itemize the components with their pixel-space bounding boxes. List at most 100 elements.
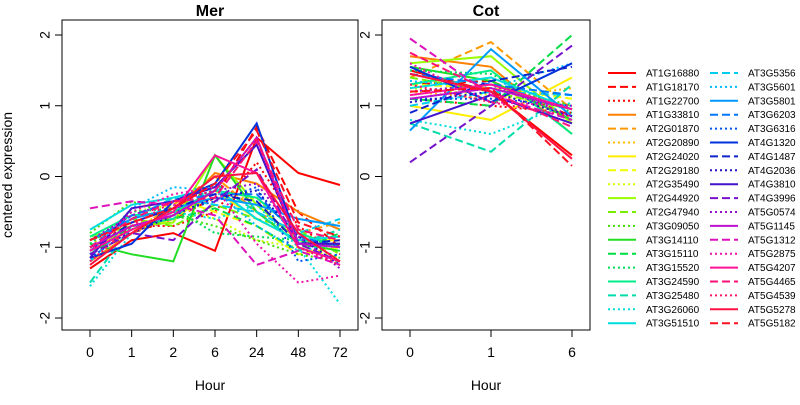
series-line-at4g1487: [409, 65, 573, 114]
series-line-at4g1320: [409, 62, 573, 104]
legend-label: AT2G47940: [646, 208, 700, 219]
x-axis-label: Hour: [195, 377, 226, 393]
series-line-at5g4465: [89, 139, 341, 249]
legend-label: AT3G15110: [646, 249, 699, 260]
legend-item: AT2G47940: [608, 208, 700, 219]
x-tick-label: 1: [487, 344, 495, 360]
legend-label: AT5G0574: [748, 208, 796, 219]
legend-item: AT2G24020: [608, 152, 700, 163]
legend-item: AT2G29180: [608, 166, 700, 177]
series-line-at5g5182: [89, 128, 341, 242]
legend-label: AT3G15520: [646, 263, 700, 274]
legend-label: AT3G09050: [646, 221, 700, 232]
series-line-at5g1145: [409, 87, 573, 111]
legend-label: AT2G24020: [646, 152, 700, 163]
x-axis-label: Hour: [471, 377, 502, 393]
legend-label: AT5G1145: [748, 221, 795, 232]
legend-item: AT3G5801: [710, 96, 796, 107]
legend-label: AT2G29180: [646, 166, 700, 177]
series-line-at5g5278: [89, 171, 341, 266]
plot-frame: [381, 19, 591, 331]
series-line-at3g51510: [409, 76, 573, 111]
legend-item: AT5G1312: [710, 235, 796, 246]
series-line-at2g29180: [89, 196, 341, 256]
legend-item: AT2G35490: [608, 180, 700, 191]
y-tick-label: -2: [357, 312, 373, 325]
legend-item: AT5G5182: [710, 319, 796, 330]
series-line-at5g1312: [89, 200, 341, 267]
legend-item: AT5G4465: [710, 277, 796, 288]
legend-item: AT3G25480: [608, 291, 700, 302]
legend-item: AT5G4539: [710, 291, 796, 302]
panel-title: Cot: [473, 3, 500, 20]
legend-item: AT4G1487: [710, 152, 796, 163]
x-tick-label: 6: [211, 344, 219, 360]
series-line-at4g3996: [409, 44, 573, 164]
series-line-at5g4539: [89, 135, 341, 266]
legend-label: AT2G01870: [646, 124, 700, 135]
series-line-at3g5356: [89, 196, 341, 263]
legend-item: AT3G51510: [608, 319, 700, 330]
legend-label: AT5G5278: [748, 305, 796, 316]
legend-item: AT1G18170: [608, 82, 700, 93]
x-tick-label: 0: [406, 344, 414, 360]
legend-label: AT1G33810: [646, 110, 700, 121]
panel-cot: Cot -2 -1 0 1 2 0 1 6 Hour: [357, 3, 591, 393]
y-tick-label: 0: [357, 172, 373, 180]
legend-label: AT2G44920: [646, 194, 700, 205]
legend-label: AT5G4539: [748, 291, 796, 302]
legend-label: AT4G3996: [748, 194, 796, 205]
y-axis-label: centered expression: [0, 112, 15, 238]
legend-label: AT3G6203: [748, 110, 796, 121]
legend-label: AT3G5801: [748, 96, 796, 107]
x-tick-label: 2: [169, 344, 177, 360]
y-tick-label: -1: [357, 241, 373, 254]
legend-label: AT4G3810: [748, 180, 796, 191]
y-tick-label: 1: [357, 102, 373, 110]
legend-item: AT1G16880: [608, 69, 700, 80]
legend-item: AT5G4207: [710, 263, 796, 274]
legend-label: AT3G14110: [646, 235, 699, 246]
legend-item: AT1G33810: [608, 110, 700, 121]
legend-item: AT3G5601: [710, 82, 796, 93]
legend-label: AT5G4465: [748, 277, 796, 288]
legend-label: AT1G16880: [646, 69, 700, 80]
legend-label: AT1G18170: [646, 82, 700, 93]
series-line-at3g26060: [89, 203, 341, 305]
series-line-at3g25480: [409, 83, 573, 153]
series-line-at1g16880: [89, 135, 341, 270]
series-line-at3g15520: [409, 69, 573, 114]
legend-item: AT3G6316: [710, 124, 796, 135]
panel-mer: Mer -2 -1 0 1 2 0 1 2 6 24 48 72 Hour centered express…: [0, 3, 359, 393]
y-tick-label: -1: [37, 241, 53, 254]
legend-item: AT5G0574: [710, 208, 796, 219]
legend-label: AT5G4207: [748, 263, 796, 274]
legend-label: AT3G24590: [646, 277, 700, 288]
legend-item: AT3G09050: [608, 221, 700, 232]
legend-label: AT3G51510: [646, 319, 700, 330]
legend-label: AT4G2036: [748, 166, 796, 177]
legend-label: AT5G5182: [748, 319, 796, 330]
legend-label: AT4G1487: [748, 152, 796, 163]
series-group: [409, 34, 573, 167]
legend-label: AT3G6316: [748, 124, 796, 135]
y-tick-label: 1: [37, 102, 53, 110]
legend-item: AT2G01870: [608, 124, 700, 135]
series-group: [89, 121, 341, 305]
y-tick-label: 0: [37, 172, 53, 180]
series-line-at3g6203: [409, 72, 573, 97]
legend-item: AT4G3810: [710, 180, 796, 191]
x-tick-label: 48: [291, 344, 307, 360]
series-line-at5g1312: [409, 37, 573, 121]
x-tick-label: 72: [332, 344, 348, 360]
x-tick-label: 24: [249, 344, 265, 360]
y-tick-label: 2: [37, 31, 53, 39]
x-tick-label: 0: [86, 344, 94, 360]
series-line-at3g26060: [409, 101, 573, 136]
legend-label: AT5G2875: [748, 249, 796, 260]
legend-item: AT3G14110: [608, 235, 699, 246]
legend-item: AT3G5356: [710, 69, 796, 80]
legend-label: AT5G1312: [748, 235, 796, 246]
legend-item: AT4G2036: [710, 166, 796, 177]
